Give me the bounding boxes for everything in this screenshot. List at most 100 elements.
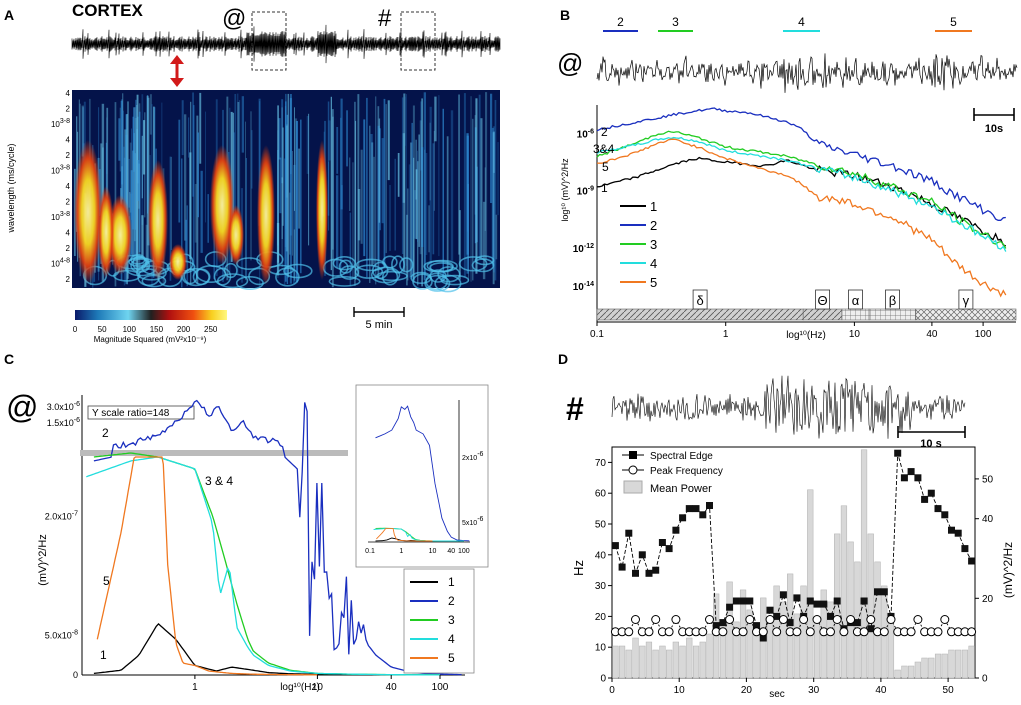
spectral-edge-point bbox=[712, 622, 720, 630]
b-legend-label: 2 bbox=[650, 218, 657, 233]
spectrogram bbox=[72, 90, 500, 293]
d-xlabel: sec bbox=[769, 689, 785, 700]
c-legend-label: 2 bbox=[448, 594, 455, 608]
ratio-box bbox=[87, 405, 195, 420]
c-upper-ytick: 3.0x10-6 bbox=[47, 401, 80, 412]
spectral-edge-point bbox=[934, 505, 942, 513]
inset-xtick: 0.1 bbox=[365, 548, 375, 555]
peak-frequency-point bbox=[778, 615, 788, 624]
d-ytick-right: 50 bbox=[982, 474, 994, 485]
legend-spectral-edge: Spectral Edge bbox=[650, 451, 713, 462]
segment-eeg-trace bbox=[596, 53, 1018, 93]
colorbar-tick: 150 bbox=[150, 325, 164, 334]
spectral-edge-point bbox=[820, 600, 828, 608]
c-curve-label: 1 bbox=[100, 648, 107, 662]
d-plot-frame bbox=[611, 446, 976, 679]
mean-power-bar bbox=[679, 645, 686, 679]
spectral-edge-point bbox=[860, 597, 868, 605]
mean-power-bar bbox=[840, 505, 848, 679]
spectral-edge-point bbox=[726, 603, 734, 611]
spectral-edge-point bbox=[827, 612, 834, 620]
spectral-edge-point bbox=[900, 474, 908, 482]
spectral-edge-point bbox=[766, 606, 774, 614]
b-curve-2 bbox=[596, 107, 1006, 221]
c-inset: 2x10-6 5x10-6 0.1 1 10 40 100 bbox=[355, 384, 489, 568]
d-xtick: 40 bbox=[875, 685, 887, 696]
selection-box-hash[interactable] bbox=[400, 11, 436, 71]
marker-at: @ bbox=[222, 5, 246, 32]
b-curve-label: 1 bbox=[601, 181, 608, 195]
inset-curve-2 bbox=[375, 405, 470, 542]
d-ylabel-left: Hz bbox=[571, 560, 586, 576]
d-ytick-right: 0 bbox=[982, 674, 988, 685]
spectral-edge-point bbox=[793, 594, 801, 602]
spectral-edge-point bbox=[813, 600, 821, 608]
d-xtick: 20 bbox=[741, 685, 753, 696]
peak-frequency-point bbox=[651, 615, 661, 624]
spectrogram-ytick: 4 bbox=[66, 89, 71, 98]
peak-frequency-point bbox=[799, 615, 809, 624]
colorbar-tick: 100 bbox=[123, 325, 137, 334]
band-label-2: α bbox=[852, 293, 860, 308]
peak-frequency-point bbox=[805, 627, 815, 637]
d-ytick-left: 20 bbox=[595, 612, 607, 623]
spectral-edge-point bbox=[632, 569, 639, 577]
spectrogram-ytick: 4 bbox=[66, 182, 71, 191]
peak-frequency-point bbox=[859, 627, 869, 637]
b-legend-label: 3 bbox=[650, 237, 657, 252]
mean-power-bar bbox=[901, 665, 908, 679]
peak-frequency-point bbox=[718, 627, 728, 637]
marker-hash: # bbox=[378, 5, 392, 32]
red-double-arrow bbox=[170, 55, 184, 87]
mean-power-bar bbox=[914, 661, 921, 679]
legend-mean-power: Mean Power bbox=[650, 483, 712, 495]
c-xtick: 1 bbox=[192, 682, 198, 693]
mean-power-bar bbox=[874, 561, 881, 679]
c-curve-label: 5 bbox=[103, 574, 110, 588]
inset-xtick: 40 bbox=[447, 548, 455, 555]
spectrogram-ytick: 103-8 bbox=[51, 165, 70, 176]
c-legend-label: 1 bbox=[448, 575, 455, 589]
b-ytick: 10-14 bbox=[573, 281, 594, 293]
d-ytick-left: 60 bbox=[595, 489, 607, 500]
b-curve-label: 3&4 bbox=[593, 142, 615, 156]
peak-frequency-point bbox=[826, 627, 835, 637]
mean-power-bar bbox=[887, 621, 895, 679]
b-xtick: 10 bbox=[849, 329, 861, 340]
spectral-edge-point bbox=[948, 526, 955, 534]
spectral-edge-point bbox=[968, 557, 976, 565]
d-ytick-left: 0 bbox=[600, 674, 606, 685]
peak-frequency-point bbox=[906, 627, 916, 637]
mean-power-bar bbox=[800, 585, 807, 679]
peak-frequency-point bbox=[765, 615, 775, 624]
inset-ytick: 2x10-6 bbox=[462, 451, 484, 462]
panel-a-letter: A bbox=[4, 7, 14, 23]
spectral-edge-point bbox=[954, 529, 962, 537]
legend-mean-power-swatch bbox=[623, 480, 643, 494]
spectral-edge-point bbox=[692, 505, 700, 513]
spectral-edge-point bbox=[746, 597, 754, 605]
peak-frequency-point bbox=[940, 615, 950, 624]
mean-power-bar bbox=[692, 645, 700, 679]
spectrogram-ytick: 103-8 bbox=[51, 118, 70, 129]
d-ytick-left: 10 bbox=[595, 643, 607, 654]
d-xtick: 0 bbox=[609, 685, 615, 696]
spectral-edge-point bbox=[880, 588, 888, 596]
panel-d-letter: D bbox=[558, 351, 568, 367]
spectral-edge-point bbox=[699, 511, 707, 519]
spectrogram-ytick: 2 bbox=[66, 244, 71, 253]
inset-ytick: 5x10-6 bbox=[462, 516, 484, 527]
spectrogram-ytick: 104-8 bbox=[51, 258, 70, 269]
peak-frequency-point bbox=[866, 615, 876, 624]
band-label-3: β bbox=[889, 293, 896, 308]
b-xtick: 1 bbox=[723, 329, 729, 340]
mean-power-bar bbox=[941, 653, 948, 679]
d-xtick: 10 bbox=[674, 685, 686, 696]
c-curve-1 bbox=[93, 622, 440, 676]
spectral-edge-point bbox=[611, 542, 619, 550]
selection-box-at[interactable] bbox=[251, 11, 287, 71]
mean-power-bar bbox=[860, 449, 868, 679]
mean-power-bar bbox=[934, 653, 942, 679]
spectral-edge-point bbox=[927, 489, 935, 497]
